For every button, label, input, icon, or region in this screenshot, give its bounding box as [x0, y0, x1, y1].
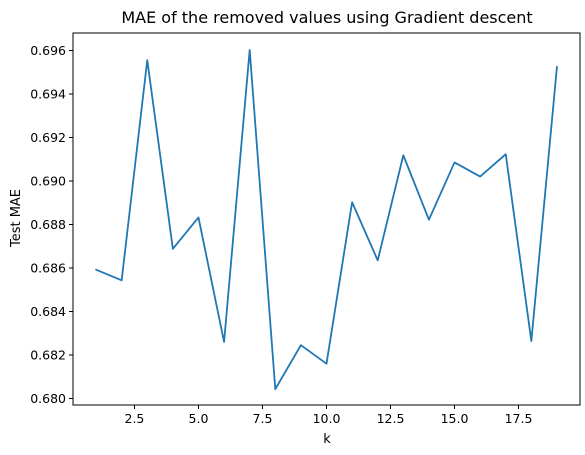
y-tick-label: 0.696	[30, 43, 66, 58]
chart-title: MAE of the removed values using Gradient…	[121, 8, 532, 27]
y-tick-label: 0.690	[30, 173, 66, 188]
y-tick-label: 0.692	[30, 130, 66, 145]
x-tick-label: 2.5	[125, 411, 145, 426]
series-line-0	[95, 49, 558, 391]
x-tick-label: 15.0	[441, 411, 469, 426]
y-axis-label: Test MAE	[9, 189, 24, 248]
x-tick-label: 10.0	[313, 411, 341, 426]
plot-area: 2.5 5.0 7.5 10.0 12.5 15.0 17.5 0.680 0.682 0.684…	[30, 32, 581, 426]
x-axis-label: k	[323, 432, 331, 447]
y-tick-label: 0.680	[30, 391, 66, 406]
axes-frame	[72, 32, 581, 406]
y-tick-label: 0.694	[30, 86, 66, 101]
x-tick-label: 12.5	[377, 411, 405, 426]
y-tick-label: 0.688	[30, 217, 66, 232]
y-tick-label: 0.682	[30, 347, 66, 362]
x-tick-label: 17.5	[505, 411, 533, 426]
x-tick-label: 7.5	[253, 411, 273, 426]
x-tick-label: 5.0	[189, 411, 209, 426]
y-tick-label: 0.686	[30, 260, 66, 275]
y-tick-label: 0.684	[30, 304, 66, 319]
